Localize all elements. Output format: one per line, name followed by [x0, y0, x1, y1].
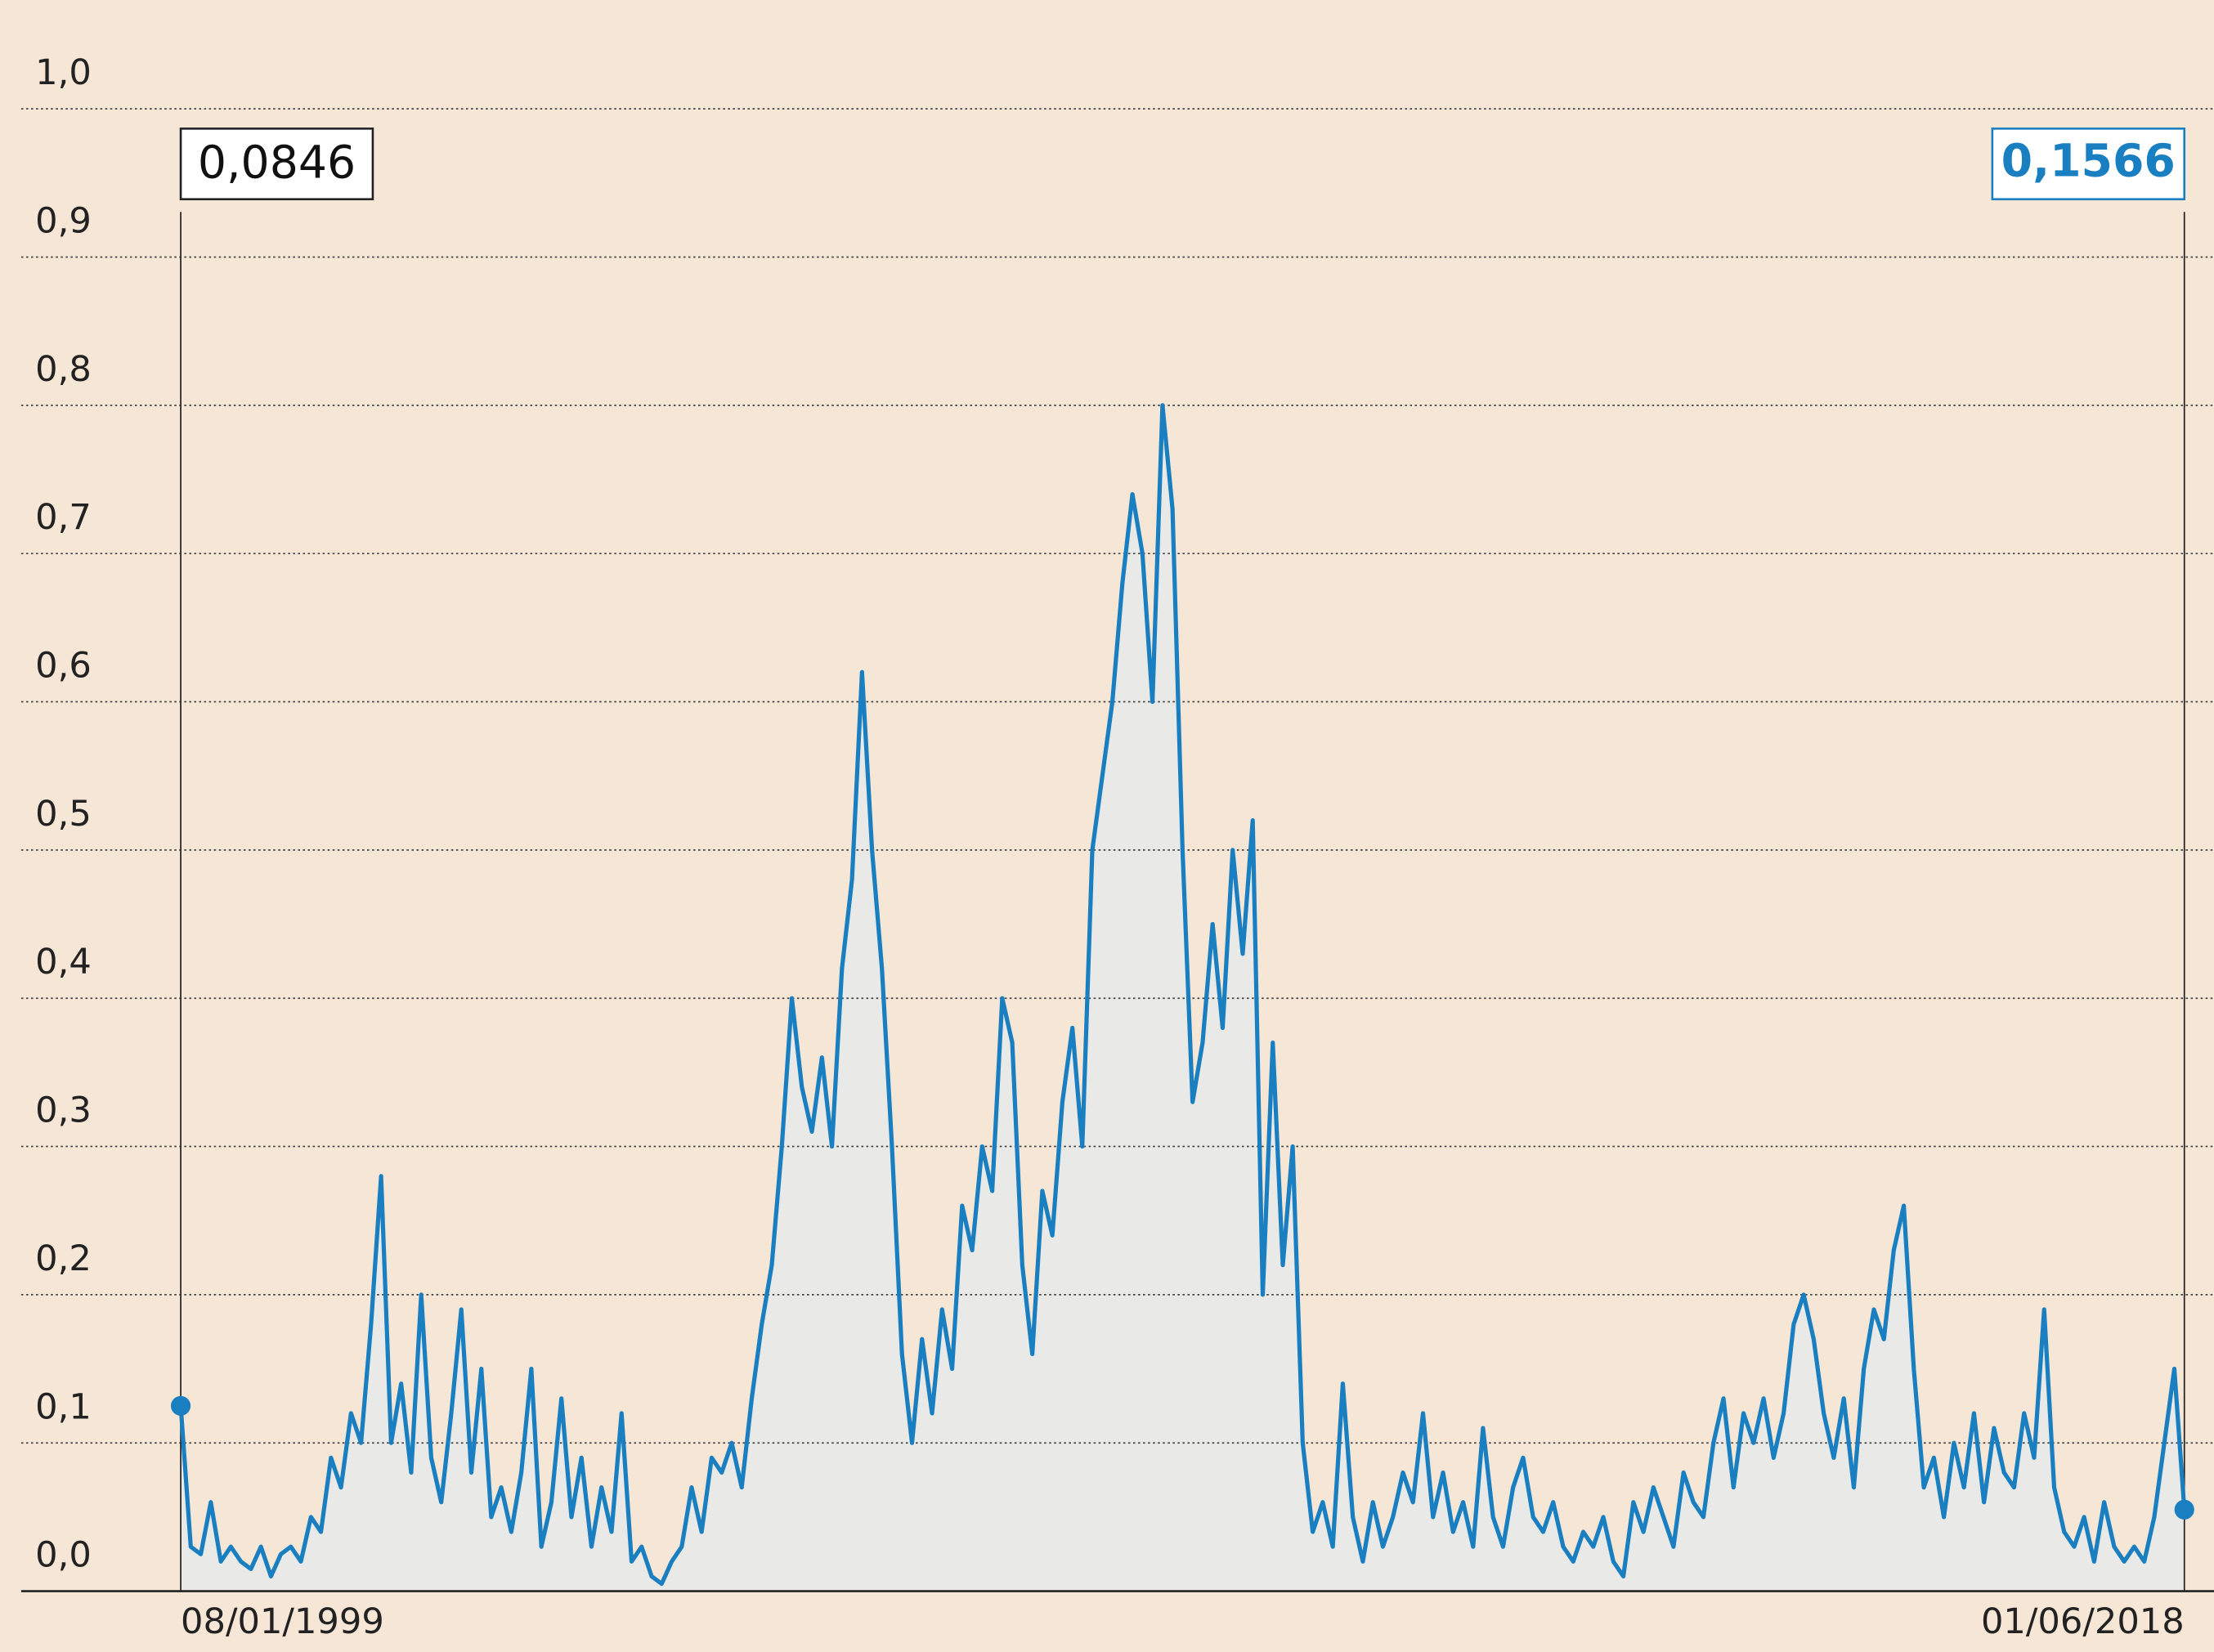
- y-tick-label: 0,9: [35, 201, 92, 242]
- annotation: 0,0846: [198, 137, 356, 189]
- end-dot: [2174, 1499, 2194, 1520]
- start-dot: [170, 1395, 191, 1416]
- y-tick-label: 0,0: [35, 1535, 92, 1576]
- y-tick-label: 0,8: [35, 349, 92, 390]
- y-tick-label: 0,6: [35, 646, 92, 687]
- x-tick-label: 08/01/1999: [181, 1601, 384, 1642]
- y-tick-label: 0,4: [35, 942, 92, 983]
- y-tick-label: 0,5: [35, 794, 92, 835]
- y-tick-label: 0,2: [35, 1238, 92, 1279]
- y-tick-label: 0,1: [35, 1386, 92, 1427]
- annotation-box: [179, 128, 374, 200]
- y-tick-label: 1,0: [35, 52, 92, 93]
- annotation: 0,1566: [2001, 136, 2176, 188]
- annotation-box: [1991, 128, 2186, 200]
- line: [178, 403, 2187, 1587]
- x-tick-label: 01/06/2018: [1981, 1601, 2185, 1642]
- y-tick-label: 0,3: [35, 1090, 92, 1131]
- y-tick-label: 0,7: [35, 497, 92, 538]
